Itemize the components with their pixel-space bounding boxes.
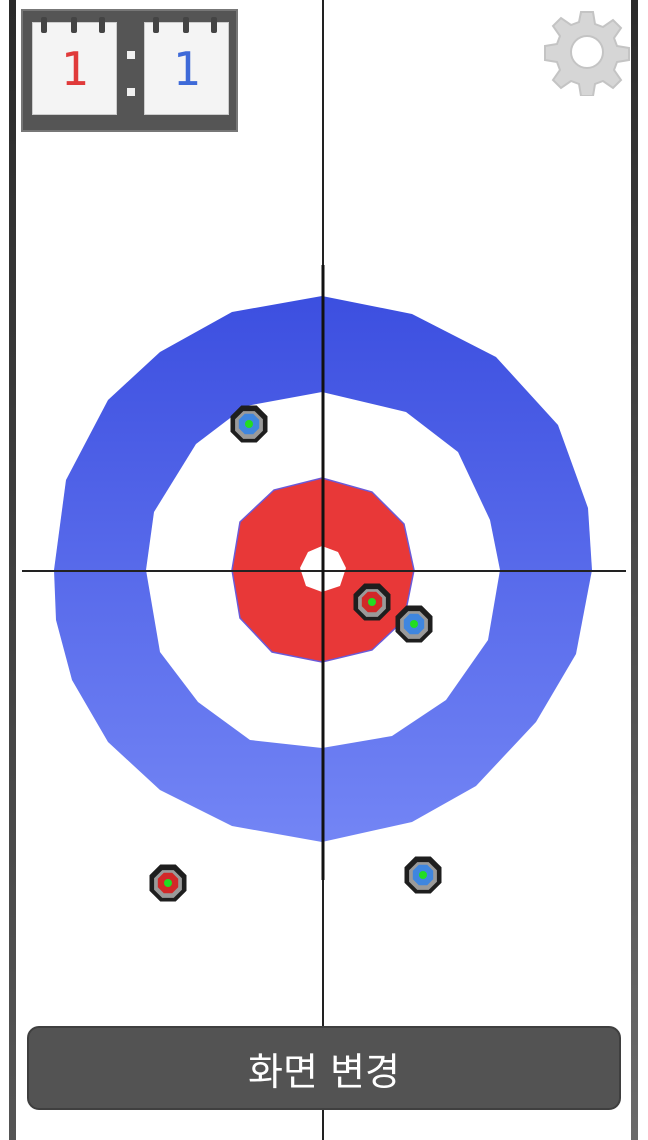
flip-ring (41, 17, 47, 33)
stone-center-marker (410, 620, 418, 628)
settings-button[interactable] (543, 8, 631, 97)
left-boundary (0, 0, 9, 1140)
flip-ring (99, 17, 105, 33)
gear-icon (544, 11, 630, 97)
score-blue: 1 (172, 41, 201, 96)
stones-layer (149, 405, 442, 902)
score-card-red: 1 (32, 17, 117, 115)
stone-center-marker (164, 879, 172, 887)
scoreboard: 1 1 (21, 9, 238, 132)
flip-ring (211, 17, 217, 33)
blue-stone (230, 405, 268, 443)
flip-ring (153, 17, 159, 33)
score-card-blue: 1 (144, 17, 229, 115)
right-boundary (638, 0, 648, 1140)
stone-center-marker (419, 871, 427, 879)
colon-dot (127, 51, 135, 59)
flip-ring (71, 17, 77, 33)
left-sheet-rail (9, 0, 16, 1140)
stone-center-marker (368, 598, 376, 606)
blue-stone (404, 856, 442, 894)
flip-ring (183, 17, 189, 33)
blue-stone (395, 605, 433, 643)
change-screen-label: 화면 변경 (248, 1049, 400, 1094)
stone-center-marker (245, 420, 253, 428)
change-screen-button[interactable]: 화면 변경 (27, 1026, 621, 1110)
colon-dot (127, 88, 135, 96)
red-stone (353, 583, 391, 621)
red-stone (149, 864, 187, 902)
right-sheet-rail (631, 0, 638, 1140)
score-red: 1 (60, 41, 89, 96)
